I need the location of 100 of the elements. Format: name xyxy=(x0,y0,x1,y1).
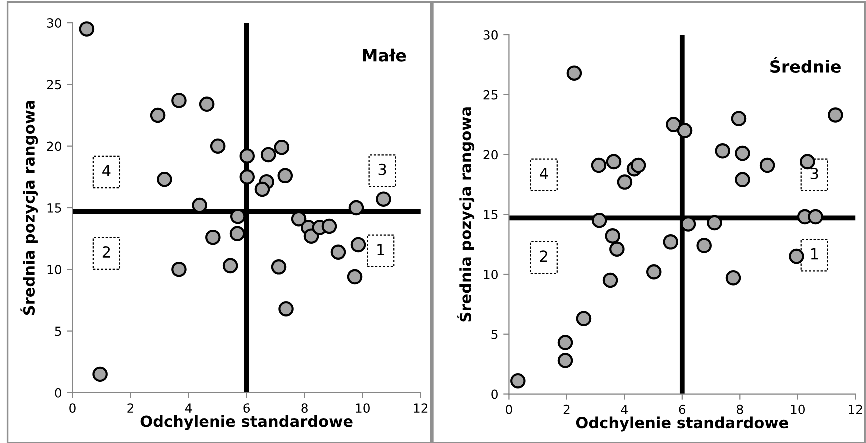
point xyxy=(800,154,816,170)
point xyxy=(646,264,662,280)
point xyxy=(350,237,366,253)
y-tick-label: 5 xyxy=(55,326,62,336)
annotation: 2 xyxy=(102,246,110,258)
point xyxy=(731,111,747,126)
point xyxy=(330,244,346,260)
y-axis-title: Średnia pozycja rangowa xyxy=(20,101,38,316)
text: Średnie xyxy=(770,57,841,74)
point xyxy=(278,168,294,184)
point xyxy=(150,108,166,124)
point xyxy=(680,216,696,232)
point xyxy=(192,198,208,214)
point xyxy=(558,335,574,350)
annotation: 3 xyxy=(378,164,386,176)
point xyxy=(696,238,712,254)
y-tick-label: 10 xyxy=(484,270,498,280)
point xyxy=(666,117,682,132)
y-tick-label: 10 xyxy=(48,265,62,275)
y-tick-label: 5 xyxy=(492,330,498,340)
point xyxy=(808,209,824,225)
point xyxy=(210,138,226,154)
x-tick-label: 2 xyxy=(128,404,134,413)
point xyxy=(206,230,221,246)
point xyxy=(677,123,693,138)
y-tick-label: 15 xyxy=(484,210,498,220)
x-tick-label: 12 xyxy=(849,404,862,414)
x-tick-label: 10 xyxy=(356,404,370,414)
point xyxy=(576,311,592,326)
y-tick-label: 25 xyxy=(484,90,498,100)
point xyxy=(230,208,246,224)
y-tick-label: 20 xyxy=(484,150,498,160)
point xyxy=(172,93,187,108)
x-tick-label: 4 xyxy=(621,405,628,414)
point xyxy=(760,158,776,174)
point xyxy=(348,200,364,216)
point xyxy=(322,218,338,234)
point xyxy=(715,144,730,159)
x-tick-label: 12 xyxy=(414,404,428,413)
x-tick-label: 6 xyxy=(679,404,686,414)
point xyxy=(222,258,238,274)
point xyxy=(828,108,844,123)
point xyxy=(172,262,187,278)
annotation: 4 xyxy=(540,168,548,180)
point xyxy=(617,174,633,190)
point xyxy=(92,366,108,382)
point xyxy=(789,248,804,264)
point xyxy=(240,170,256,185)
y-tick-label: 0 xyxy=(492,390,498,400)
x-tick-label: 0 xyxy=(506,404,512,414)
x-tick-label: 6 xyxy=(244,404,250,414)
point xyxy=(230,226,246,242)
point xyxy=(79,22,95,37)
x-tick-label: 2 xyxy=(564,404,570,414)
point xyxy=(591,158,607,174)
y-tick-label: 0 xyxy=(55,388,62,398)
x-tick-label: 0 xyxy=(70,404,76,414)
point xyxy=(592,212,608,228)
point xyxy=(510,373,526,389)
point xyxy=(376,192,392,207)
annotation: 1 xyxy=(811,248,818,260)
point xyxy=(558,353,574,368)
y-tick-label: 20 xyxy=(47,142,62,152)
point xyxy=(610,242,625,257)
x-axis-title: Odchylenie standardowe xyxy=(140,415,353,430)
point xyxy=(602,272,618,288)
point xyxy=(274,140,290,156)
point xyxy=(566,66,582,81)
point xyxy=(278,301,294,317)
point xyxy=(726,270,742,286)
y-tick-label: 15 xyxy=(48,204,62,213)
x-axis-title: Odchylenie standardowe xyxy=(576,416,788,432)
annotation: 4 xyxy=(102,165,111,176)
y-tick-label: 30 xyxy=(484,30,498,40)
point xyxy=(707,215,722,231)
text: Małe xyxy=(363,48,406,62)
point xyxy=(199,96,215,112)
x-tick-label: 4 xyxy=(185,404,192,413)
point xyxy=(606,154,622,170)
point xyxy=(304,228,320,244)
x-tick-label: 10 xyxy=(791,404,805,414)
annotation: 3 xyxy=(810,168,818,180)
point xyxy=(254,182,270,198)
point xyxy=(735,172,750,188)
point xyxy=(663,234,678,250)
point xyxy=(260,147,276,163)
point xyxy=(347,269,363,285)
y-tick-label: 30 xyxy=(47,18,62,28)
point xyxy=(271,260,287,275)
y-tick-label: 25 xyxy=(47,80,62,90)
point xyxy=(630,158,646,174)
point xyxy=(240,148,256,164)
annotation: 1 xyxy=(378,244,384,256)
x-tick-label: 8 xyxy=(302,404,308,414)
x-tick-label: 8 xyxy=(737,404,744,414)
y-axis-title: Średnia pozycja rangowa xyxy=(457,108,475,322)
point xyxy=(735,146,750,162)
point xyxy=(157,172,172,188)
annotation: 2 xyxy=(540,250,548,262)
point xyxy=(605,228,620,244)
